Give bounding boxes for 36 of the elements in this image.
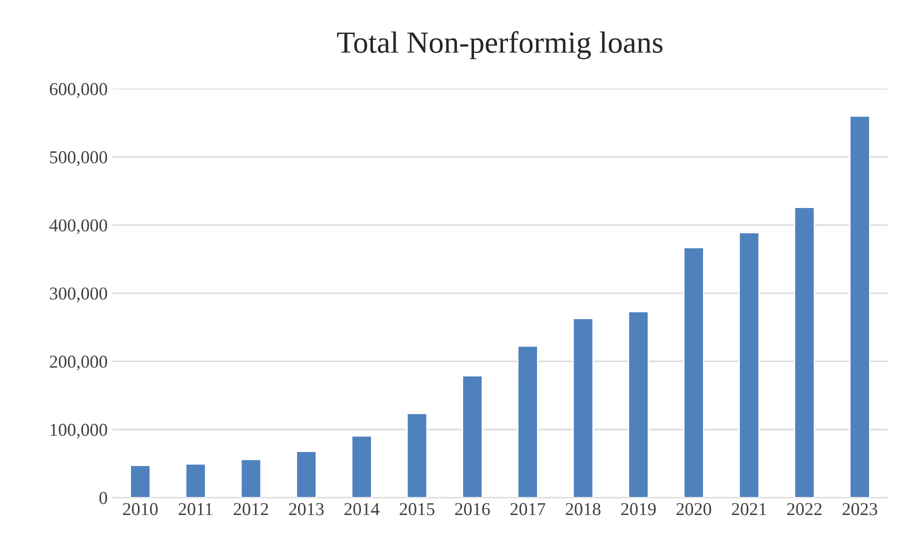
bar (296, 450, 317, 498)
x-tick-label: 2020 (676, 503, 712, 516)
x-tick-label: 2023 (842, 503, 878, 516)
x-tick-label: 2021 (732, 503, 766, 516)
x-tick-label: 2012 (234, 503, 268, 516)
bar (517, 345, 538, 498)
bar (794, 206, 816, 498)
x-tick-label: 2019 (621, 503, 656, 516)
y-tick-label: 400,000 (49, 219, 108, 234)
bar (738, 232, 760, 498)
bar (184, 463, 206, 498)
y-tick-label: 500,000 (50, 151, 108, 166)
x-tick-label: 2011 (178, 503, 212, 516)
bar (240, 458, 262, 498)
y-tick-label: 600,000 (50, 83, 108, 98)
x-tick-label: 2016 (455, 503, 490, 516)
bar (351, 435, 372, 498)
bar (628, 310, 650, 498)
bar (849, 115, 870, 498)
x-tick-label: 2013 (289, 503, 324, 516)
bar (406, 412, 428, 498)
bar (462, 374, 484, 498)
x-tick-label: 2010 (123, 503, 158, 516)
y-tick-label: 200,000 (50, 356, 108, 370)
x-tick-label: 2014 (344, 503, 380, 516)
bar (572, 318, 594, 498)
y-tick-label: 100,000 (50, 424, 108, 439)
bar (683, 246, 704, 498)
x-tick-label: 2022 (787, 503, 822, 516)
y-tick-label: 300,000 (50, 287, 108, 302)
x-tick-label: 2017 (510, 503, 546, 516)
x-tick-label: 2018 (566, 503, 600, 516)
x-tick-label: 2015 (400, 503, 434, 516)
bar (130, 464, 151, 498)
chart-title: Total Non-performig loans (337, 31, 662, 60)
y-tick-label: 0 (99, 492, 108, 504)
